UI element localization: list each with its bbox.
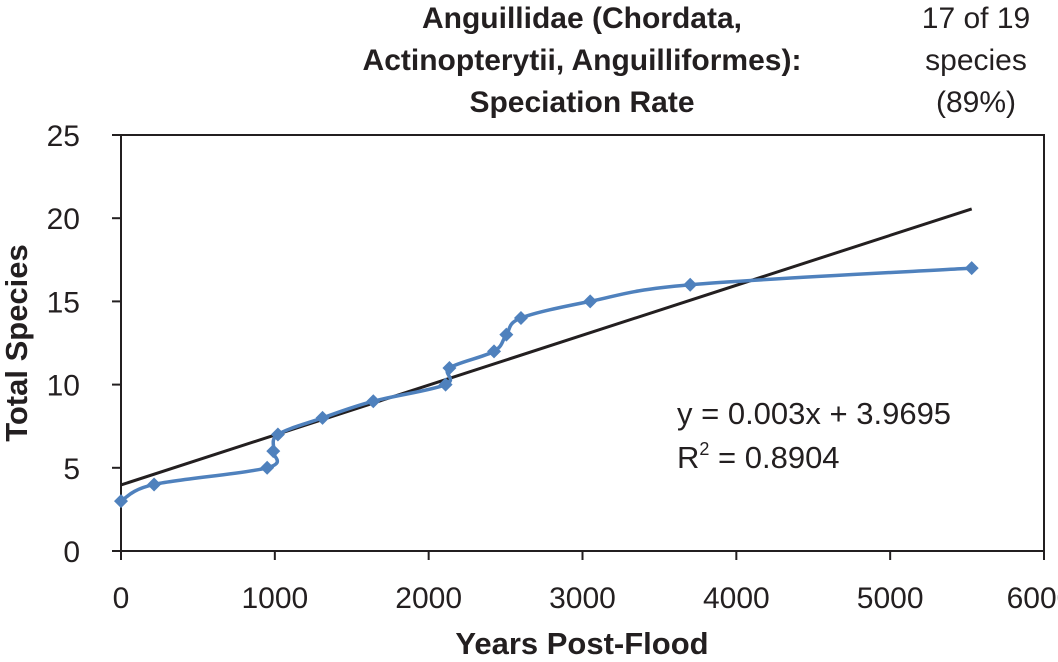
plot-area-border <box>120 134 1045 552</box>
data-point-marker <box>147 477 162 492</box>
x-tick-label: 1000 <box>241 582 308 615</box>
r-squared-value: = 0.8904 <box>709 440 839 475</box>
series-line <box>120 266 972 503</box>
y-tick-label: 15 <box>47 286 80 319</box>
trendline <box>120 207 973 487</box>
data-point-marker <box>270 427 285 442</box>
data-point-marker <box>683 277 698 292</box>
data-point-marker <box>964 261 979 276</box>
y-tick-label: 5 <box>63 453 80 486</box>
data-point-marker <box>487 344 502 359</box>
data-point-marker <box>260 460 275 475</box>
r-squared-symbol: R <box>677 440 699 475</box>
data-point-marker <box>583 294 598 309</box>
y-axis-ticks: 0 5 10 15 20 25 <box>47 120 121 569</box>
y-axis-title: Total Species <box>0 244 34 442</box>
data-point-marker <box>499 327 514 342</box>
trendline-r-squared: R2 = 0.8904 <box>677 439 840 475</box>
r-squared-exponent: 2 <box>699 439 709 459</box>
x-axis-title: Years Post-Flood <box>455 626 708 661</box>
x-tick-label: 4000 <box>703 582 770 615</box>
x-tick-label: 3000 <box>549 582 616 615</box>
data-point-marker <box>114 494 128 509</box>
y-tick-label: 0 <box>63 536 80 569</box>
chart-title-line-1: Anguillidae (Chordata, <box>422 2 742 35</box>
x-tick-label: 5000 <box>857 582 924 615</box>
species-count-line-1: 17 of 19 <box>922 2 1030 35</box>
chart-title-line-3: Speciation Rate <box>469 86 694 119</box>
chart-title-line-2: Actinopterytii, Anguilliformes): <box>363 44 802 77</box>
x-tick-label: 0 <box>113 582 130 615</box>
data-point-marker <box>366 394 381 409</box>
data-point-marker <box>442 360 457 375</box>
data-point-marker <box>315 410 330 425</box>
series-markers <box>114 261 979 509</box>
y-tick-label: 10 <box>47 370 80 403</box>
species-count-line-3: (89%) <box>936 86 1016 119</box>
y-tick-label: 20 <box>47 203 80 236</box>
data-point-marker <box>266 444 281 459</box>
species-count-line-2: species <box>925 44 1027 77</box>
y-tick-label: 25 <box>47 120 80 153</box>
data-point-marker <box>438 377 453 392</box>
trendline-equation: y = 0.003x + 3.9695 <box>677 396 951 431</box>
species-count: 17 of 19 species (89%) <box>922 2 1030 119</box>
chart-title: Anguillidae (Chordata, Actinopterytii, A… <box>363 2 802 119</box>
data-point-marker <box>513 311 528 326</box>
x-tick-label: 2000 <box>395 582 462 615</box>
